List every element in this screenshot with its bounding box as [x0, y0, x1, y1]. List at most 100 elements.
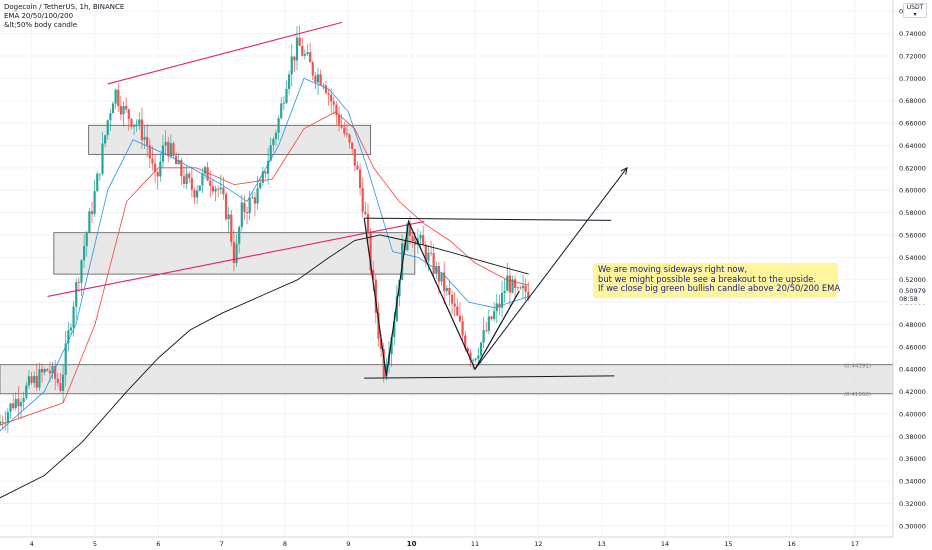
candle-body [143, 136, 146, 140]
candle-body [322, 84, 325, 86]
y-tick-label: 0.36000 [899, 455, 926, 463]
candle-body [182, 176, 186, 184]
candle-body [256, 188, 259, 204]
candle-body [83, 246, 86, 261]
candle-body [67, 330, 70, 344]
candle-body [443, 272, 446, 292]
candle-body [282, 102, 285, 104]
projection-arrow-line [474, 167, 628, 370]
x-axis[interactable]: 4 5 6 7 8 9 10 11 12 13 14 15 16 17 [0, 536, 893, 548]
candle-body [382, 349, 385, 378]
indicator-ema-label[interactable]: EMA 20/50/100/200 [4, 12, 74, 20]
candle-body [40, 369, 44, 373]
candle-body [369, 231, 372, 271]
candle-body [0, 421, 2, 426]
candle-body [19, 402, 23, 407]
y-tick-label: 0.72000 [899, 52, 926, 60]
y-tick-label: 0.68000 [899, 97, 926, 105]
candle-body [314, 75, 317, 83]
current-price-label: 0.50979 [899, 287, 926, 295]
annotation-line-2: but we might possible see a breakout to … [598, 273, 817, 284]
x-tick-label: 16 [788, 540, 796, 548]
candle-body [490, 316, 493, 319]
candle-body [303, 53, 306, 56]
candle-body [337, 114, 341, 126]
candle-body [264, 171, 267, 174]
candle-body [464, 335, 467, 349]
candle-body [33, 375, 36, 383]
zone-label-top: (0.44391) [844, 364, 871, 370]
candle-body [377, 312, 380, 339]
candle-body [366, 214, 370, 232]
candle-body [316, 74, 320, 83]
x-tick-label: 4 [30, 540, 34, 548]
candle-body [251, 197, 254, 199]
candle-body [153, 163, 157, 172]
candle-body [48, 370, 52, 374]
candle-body [311, 62, 314, 76]
candle-body [25, 385, 28, 398]
candle-body [393, 321, 396, 337]
candle-body [356, 165, 359, 170]
annotation-callout[interactable]: We are moving sideways right now, but we… [593, 263, 840, 298]
candle-body [196, 190, 199, 198]
candle-body [319, 74, 322, 85]
y-tick-label: 0.60000 [899, 187, 926, 195]
candle-body [111, 103, 115, 114]
candle-body [343, 127, 346, 134]
x-tick-label: 8 [283, 540, 287, 548]
candle-body [461, 321, 464, 336]
symbol-title[interactable]: Dogecoin / TetherUS, 1h, BINANCE [4, 3, 125, 11]
currency-button[interactable]: USDT ▾ [903, 3, 927, 18]
y-tick-label: 0.46000 [899, 343, 926, 351]
candle-body [69, 327, 73, 331]
candle-body [298, 37, 301, 46]
candle-body [64, 343, 67, 375]
candle-body [332, 101, 335, 105]
candle-body [159, 161, 162, 177]
candle-body [448, 287, 451, 295]
candle-body [243, 202, 246, 213]
candle-body [75, 282, 78, 307]
candle-body [119, 106, 123, 115]
candle-body [432, 253, 435, 274]
candle-body [161, 145, 165, 162]
y-tick-label: 0.30000 [899, 522, 926, 530]
candle-body [253, 197, 257, 204]
zigzag-pattern [363, 218, 520, 376]
candle-body [427, 252, 430, 261]
candle-body [469, 352, 472, 361]
candle-body [9, 403, 12, 413]
x-tick-label: 14 [661, 540, 669, 548]
candle-body [521, 285, 525, 289]
candle-body [288, 74, 291, 89]
indicator-body-candle-label[interactable]: &lt;50% body candle [4, 21, 78, 29]
x-tick-label: 7 [220, 540, 224, 548]
candle-body [93, 191, 96, 214]
y-axis[interactable]: 0.760000.740000.720000.700000.680000.660… [892, 0, 932, 537]
y-tick-label: 0.40000 [899, 410, 926, 418]
candle-body [17, 398, 20, 407]
horizontal-line [364, 375, 615, 379]
candle-body [477, 355, 480, 359]
candle-body [306, 52, 309, 54]
candle-body [472, 359, 475, 361]
arrow-head-icon [620, 166, 628, 175]
candle-body [217, 188, 220, 190]
candle-body [479, 342, 483, 356]
candle-body [22, 397, 25, 403]
drawings [47, 21, 628, 379]
ema-lines [0, 77, 529, 499]
ema-line [0, 111, 529, 426]
candle-body [135, 124, 138, 126]
candle-body [6, 412, 9, 423]
support-resistance-zones: (0.44391) (0.41866) [0, 124, 894, 398]
candle-body [424, 245, 427, 261]
candle-body [188, 173, 191, 179]
candle-body [214, 188, 217, 192]
candle-body [514, 279, 517, 288]
candle-body [495, 303, 498, 312]
candle-body [85, 232, 88, 247]
candle-body [395, 296, 398, 322]
